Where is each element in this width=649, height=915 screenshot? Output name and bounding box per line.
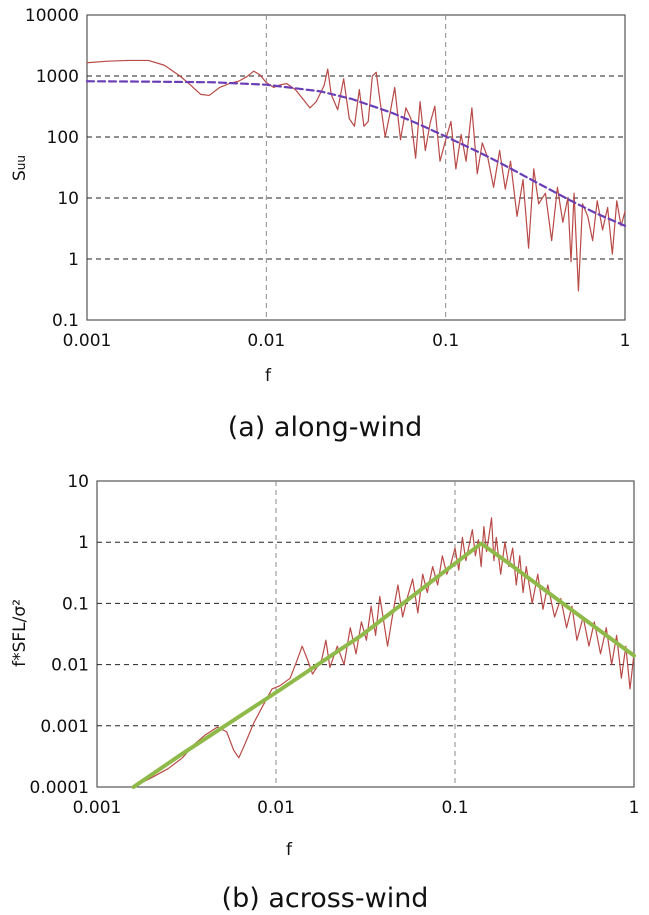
y-tick-label-a: 100 bbox=[47, 128, 79, 148]
series-b bbox=[131, 517, 636, 789]
x-tick-label-b: 0.001 bbox=[73, 798, 122, 818]
y-tick-label-b: 0.0001 bbox=[30, 778, 89, 798]
y-tick-label-b: 10 bbox=[67, 472, 89, 492]
y-tick-label-a: 0.1 bbox=[52, 311, 79, 331]
plot-frame-a bbox=[86, 14, 626, 321]
y-tick-label-a: 10 bbox=[57, 189, 79, 209]
y-tick-label-a: 1000 bbox=[36, 67, 79, 87]
x-axis-label-a: f bbox=[265, 366, 272, 386]
y-axis-label-b: f*SFL/σ² bbox=[10, 599, 30, 667]
series-a bbox=[85, 59, 627, 292]
y-tick-label-b: 0.1 bbox=[62, 594, 89, 614]
fitted-spectrum-line-a bbox=[85, 80, 627, 227]
y-axis-label-a-main: S bbox=[10, 170, 30, 181]
fitted-spectrum-line-b bbox=[131, 541, 636, 789]
caption-a: (a) along-wind bbox=[228, 412, 423, 443]
x-tick-label-b: 0.1 bbox=[441, 798, 468, 818]
measured-spectrum-line-b bbox=[142, 517, 635, 783]
x-tick-label-a: 1 bbox=[620, 331, 631, 351]
caption-b: (b) across-wind bbox=[222, 883, 429, 914]
y-axis-label-a: Suu bbox=[10, 155, 30, 181]
x-tick-label-b: 0.01 bbox=[257, 798, 295, 818]
grid-a bbox=[87, 15, 625, 320]
x-tick-label-a: 0.01 bbox=[247, 331, 285, 351]
x-tick-label-a: 0.1 bbox=[432, 331, 459, 351]
y-tick-label-b: 1 bbox=[78, 533, 89, 553]
y-tick-label-a: 1 bbox=[68, 250, 79, 270]
y-tick-label-a: 10000 bbox=[25, 6, 79, 26]
measured-spectrum-line-a bbox=[86, 59, 626, 292]
ticks-a: 0.001 0.01 0.1 1 0.1 1 10 100 1000 10000 bbox=[25, 6, 631, 351]
grid-b bbox=[97, 481, 634, 787]
panel-along-wind: 0.001 0.01 0.1 1 0.1 1 10 100 1000 10000 f Suu (a… bbox=[10, 6, 630, 443]
x-tick-label-a: 0.001 bbox=[63, 331, 112, 351]
x-tick-label-b: 1 bbox=[629, 798, 640, 818]
x-axis-label-b: f bbox=[286, 840, 293, 860]
y-tick-label-b: 0.01 bbox=[51, 656, 89, 676]
y-tick-label-b: 0.001 bbox=[40, 717, 89, 737]
y-axis-label-a-sub: uu bbox=[14, 155, 28, 170]
